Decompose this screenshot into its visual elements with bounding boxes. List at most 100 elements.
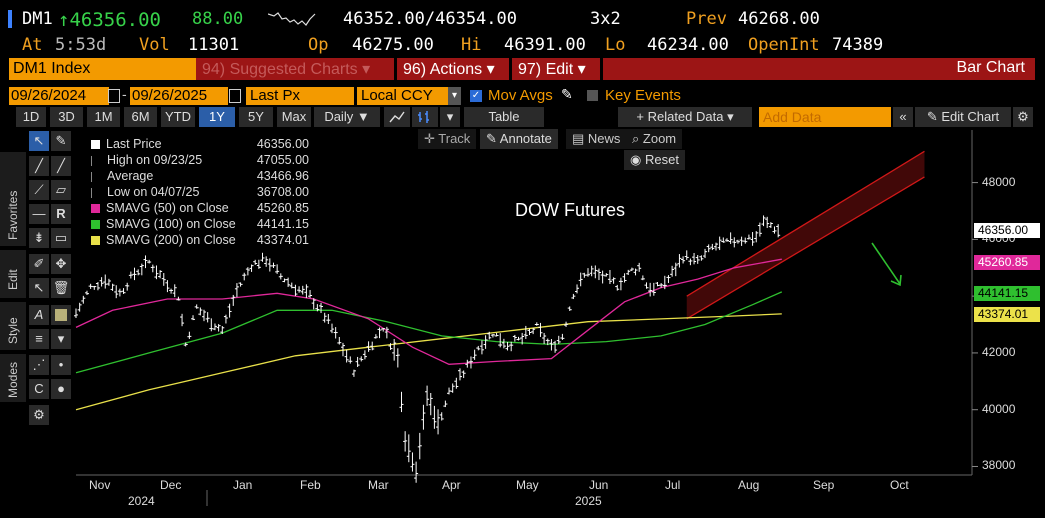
edit-chart-label: Edit Chart (941, 109, 1000, 124)
settings-gear-icon[interactable]: ⚙ (29, 405, 49, 425)
start-date-field[interactable]: 09/26/2024 (9, 87, 109, 105)
trash-icon[interactable]: 🗑 (51, 278, 71, 298)
line-chart-icon[interactable] (384, 107, 410, 127)
dropdown-icon[interactable]: ▾ (51, 329, 71, 349)
trend-tool-icon[interactable]: ⟋ (29, 180, 49, 200)
pen-tool-icon[interactable]: ✎ (51, 131, 71, 151)
font-icon[interactable]: A (29, 305, 49, 325)
end-calendar-icon[interactable] (229, 89, 241, 103)
side-tab-style[interactable]: Style (0, 302, 26, 350)
last-price-badge: 46356.00 (974, 223, 1040, 238)
magnet-icon[interactable]: C (29, 379, 49, 399)
frequency-select[interactable]: Daily ▼ (314, 107, 380, 127)
chart-type-bar[interactable]: Bar Chart (603, 58, 1035, 80)
open-interest-value: 74389 (832, 35, 884, 55)
mov-avgs-checkbox[interactable]: ✓ (470, 90, 482, 102)
period-1d[interactable]: 1D (16, 107, 46, 127)
actions-button[interactable]: 96) Actions ▾ (397, 58, 509, 80)
hline-tool-icon[interactable]: — (29, 204, 49, 224)
crosshair-icon[interactable]: ⋰ (29, 355, 49, 375)
legend-swatch (91, 140, 100, 150)
start-calendar-icon[interactable] (108, 89, 120, 103)
move-icon[interactable]: ✥ (51, 254, 71, 274)
legend-label: High on 09/23/25 (107, 153, 203, 167)
legend-row[interactable]: High on 09/23/25 47055.00 (91, 153, 309, 167)
edit-chart-button[interactable]: ✎ Edit Chart (915, 107, 1011, 127)
cursor-icon[interactable]: ↖ (29, 131, 49, 151)
period-1y[interactable]: 1Y (199, 107, 235, 127)
period-3d[interactable]: 3D (50, 107, 83, 127)
side-tab-style-label: Style (6, 317, 20, 344)
color-palette-icon[interactable]: ● (51, 379, 71, 399)
chart-annotation: DOW Futures (515, 200, 626, 220)
key-events-label[interactable]: Key Events (605, 87, 681, 104)
line-weight-icon[interactable]: ≡ (29, 329, 49, 349)
channel-tool-icon[interactable]: ▱ (51, 180, 71, 200)
x-tick-label: May (516, 478, 539, 492)
currency-select[interactable]: Local CCY (357, 87, 451, 105)
suggested-charts-label: 94) Suggested Charts ▾ (202, 61, 371, 78)
legend-row[interactable]: Last Price 46356.00 (91, 137, 309, 151)
line-tool-icon[interactable]: ╱ (29, 156, 49, 176)
x-tick-label: Mar (368, 478, 389, 492)
side-tab-edit[interactable]: Edit (0, 250, 26, 298)
legend-swatch (91, 187, 101, 198)
period-max[interactable]: Max (277, 107, 311, 127)
fib-tool-icon[interactable]: ⇟ (29, 228, 49, 248)
mov-avgs-label[interactable]: Mov Avgs (488, 87, 553, 104)
period-1m[interactable]: 1M (87, 107, 120, 127)
edit-button[interactable]: 97) Edit ▾ (512, 58, 600, 80)
suggested-charts-button[interactable]: 94) Suggested Charts ▾ (196, 58, 394, 80)
ticker-marker (8, 10, 12, 28)
legend-row[interactable]: SMAVG (200) on Close 43374.01 (91, 233, 309, 247)
end-date-field[interactable]: 09/26/2025 (130, 87, 228, 105)
side-tab-modes[interactable]: Modes (0, 354, 26, 402)
add-data-input[interactable]: Add Data (759, 107, 891, 127)
related-data-button[interactable]: + Related Data ▾ (618, 107, 752, 127)
at-label: At (22, 35, 43, 55)
period-5y[interactable]: 5Y (239, 107, 273, 127)
table-button[interactable]: Table (464, 107, 544, 127)
text-tool-icon[interactable]: R (51, 204, 71, 224)
bar-chart-icon[interactable] (412, 107, 438, 127)
select-icon[interactable]: ↖ (29, 278, 49, 298)
ray-tool-icon[interactable]: ╱ (51, 156, 71, 176)
side-tab-favorites[interactable]: Favorites (0, 152, 26, 246)
brush-icon[interactable]: ✐ (29, 254, 49, 274)
security-input[interactable]: DM1 Index (9, 58, 197, 80)
track-button[interactable]: ✛ Track (418, 129, 477, 149)
pencil-icon[interactable]: ✎ (561, 86, 573, 102)
news-button[interactable]: ▤ News (566, 129, 627, 149)
sma100-badge-text: 44141.15 (978, 286, 1029, 300)
currency-dropdown-icon[interactable]: ▾ (448, 87, 461, 105)
last-price: ↑46356.00 (58, 9, 161, 31)
sma200-line (75, 313, 782, 411)
key-events-checkbox[interactable] (587, 90, 598, 101)
chart-type-dropdown[interactable]: ▾ (440, 107, 460, 127)
down-arrow-head (890, 274, 902, 287)
annotate-button[interactable]: ✎ Annotate (480, 129, 558, 149)
legend-row[interactable]: Average 43466.96 (91, 169, 309, 183)
field-select[interactable]: Last Px (246, 87, 354, 105)
period-ytd[interactable]: YTD (161, 107, 195, 127)
header-row-1: DM1 ↑46356.00 88.00 46352.00/46354.00 3x… (0, 8, 1045, 31)
reset-label: Reset (644, 152, 679, 167)
zoom-button[interactable]: ⌕ Zoom (626, 129, 683, 149)
collapse-icon[interactable]: « (893, 107, 913, 127)
legend-row[interactable]: Low on 04/07/25 36708.00 (91, 185, 309, 199)
fill-color-icon[interactable] (51, 305, 71, 325)
reset-button[interactable]: ◉ Reset (624, 150, 685, 170)
side-tab-modes-label: Modes (6, 361, 20, 398)
point-icon[interactable]: • (51, 355, 71, 375)
year-label-2024: 2024 (128, 494, 155, 508)
frequency-text: Daily ▼ (324, 109, 370, 124)
currency-select-text: Local CCY (361, 87, 433, 104)
add-data-placeholder: Add Data (763, 109, 822, 125)
legend-row[interactable]: SMAVG (100) on Close 44141.15 (91, 217, 309, 231)
legend-row[interactable]: SMAVG (50) on Close 45260.85 (91, 201, 309, 215)
low-value: 46234.00 (647, 35, 729, 55)
legend-label: Low on 04/07/25 (107, 185, 200, 199)
gear-icon[interactable]: ⚙ (1013, 107, 1033, 127)
period-6m[interactable]: 6M (124, 107, 157, 127)
rect-tool-icon[interactable]: ▭ (51, 228, 71, 248)
